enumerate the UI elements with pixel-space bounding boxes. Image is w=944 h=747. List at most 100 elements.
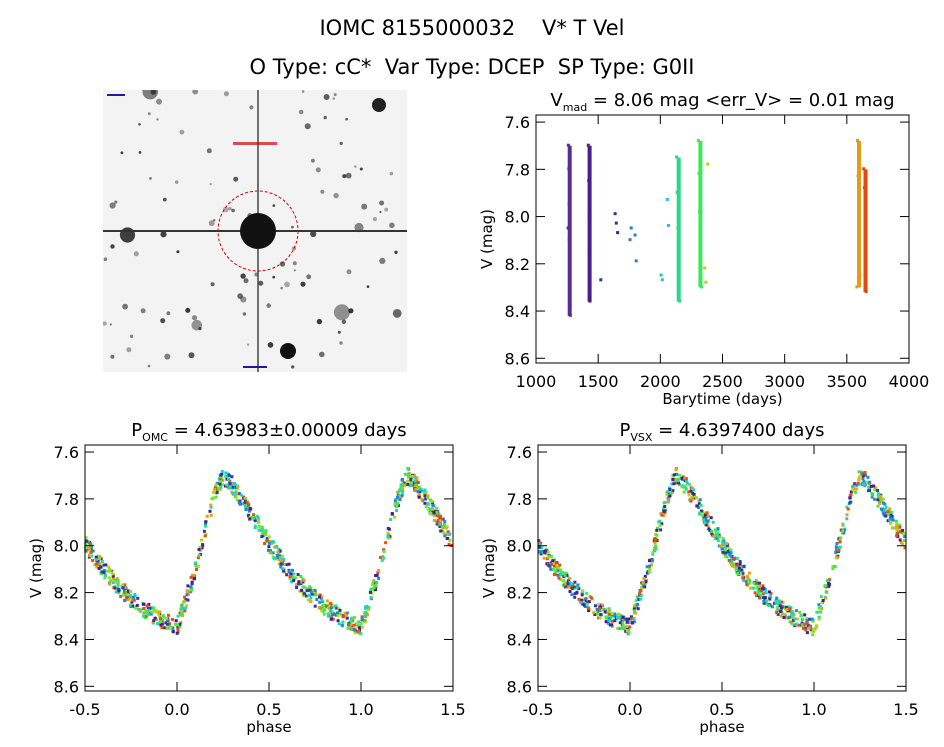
data-point — [636, 603, 640, 606]
data-point — [538, 550, 542, 554]
data-point — [820, 607, 824, 611]
data-point — [687, 493, 691, 497]
data-point — [204, 522, 207, 526]
data-point — [759, 594, 763, 597]
field-star — [384, 207, 389, 212]
data-point — [628, 621, 632, 625]
data-point — [145, 604, 149, 608]
data-point — [122, 589, 126, 593]
data-point — [294, 583, 298, 586]
field-star — [345, 117, 348, 121]
data-point — [654, 538, 657, 542]
data-point — [610, 612, 614, 616]
data-point — [648, 567, 651, 571]
data-point — [881, 497, 885, 501]
field-star — [223, 91, 229, 97]
data-point — [599, 613, 603, 616]
data-point — [146, 613, 150, 617]
data-point — [203, 534, 207, 538]
data-point — [764, 591, 768, 595]
data-point — [103, 569, 106, 573]
data-point — [894, 526, 898, 530]
data-point — [398, 498, 402, 502]
data-point — [95, 562, 99, 566]
data-point — [876, 488, 879, 492]
data-point — [808, 617, 811, 621]
data-point — [834, 545, 838, 549]
data-point — [366, 613, 369, 617]
data-point — [84, 542, 88, 546]
data-point — [445, 532, 449, 536]
data-point — [104, 563, 108, 567]
data-point — [100, 572, 104, 576]
data-point — [870, 495, 874, 499]
data-point — [546, 550, 550, 554]
data-streak — [567, 145, 572, 316]
data-point — [199, 552, 203, 556]
data-point — [665, 198, 669, 201]
field-star — [337, 330, 341, 334]
data-point — [158, 615, 162, 619]
data-point — [671, 489, 675, 492]
data-point — [437, 512, 441, 516]
data-point — [221, 483, 224, 486]
data-point — [281, 558, 285, 561]
x-axis-label: phase — [246, 718, 291, 736]
data-point — [664, 500, 668, 504]
data-point — [865, 481, 869, 485]
data-point — [671, 477, 675, 481]
data-point — [563, 585, 567, 589]
data-point — [413, 479, 417, 483]
data-point — [338, 608, 342, 612]
data-point — [417, 492, 421, 496]
data-point — [807, 626, 811, 630]
data-points — [537, 467, 907, 637]
data-point — [845, 505, 849, 509]
data-point — [221, 479, 225, 483]
data-point — [541, 550, 545, 553]
data-point — [625, 629, 629, 632]
data-point — [305, 587, 309, 591]
data-point — [684, 476, 688, 480]
data-point — [237, 501, 241, 505]
field-star — [339, 341, 343, 345]
data-point — [563, 574, 567, 578]
data-point — [259, 528, 263, 532]
x-tick-label: 0.5 — [709, 700, 734, 719]
x-tick-label: 1.0 — [801, 700, 826, 719]
data-point — [663, 505, 667, 508]
data-point — [884, 505, 888, 509]
data-point — [153, 616, 157, 620]
data-point — [732, 565, 736, 569]
data-point — [399, 495, 403, 499]
data-point — [711, 520, 715, 524]
data-point — [787, 605, 791, 609]
data-point — [597, 603, 601, 607]
data-point — [202, 529, 206, 533]
data-point — [213, 487, 217, 491]
data-point — [797, 623, 801, 627]
data-point — [819, 610, 823, 614]
data-point — [819, 595, 823, 599]
data-point — [889, 510, 893, 514]
data-point — [334, 613, 338, 617]
y-axis-label: V (mag) — [478, 209, 496, 269]
data-point — [725, 542, 728, 546]
data-point — [650, 558, 654, 562]
data-point — [214, 483, 218, 487]
data-point — [768, 596, 772, 600]
data-point — [426, 494, 430, 498]
data-point — [186, 584, 190, 588]
data-point — [325, 605, 329, 609]
data-point — [838, 538, 842, 542]
data-point — [868, 489, 872, 492]
data-point — [329, 610, 333, 614]
data-point — [308, 588, 312, 592]
y-tick-label: 8.6 — [507, 677, 532, 696]
data-point — [196, 556, 200, 560]
data-point — [697, 502, 701, 506]
field-star — [354, 165, 357, 168]
data-point — [603, 610, 607, 614]
data-point — [84, 549, 88, 553]
data-point — [738, 562, 742, 566]
